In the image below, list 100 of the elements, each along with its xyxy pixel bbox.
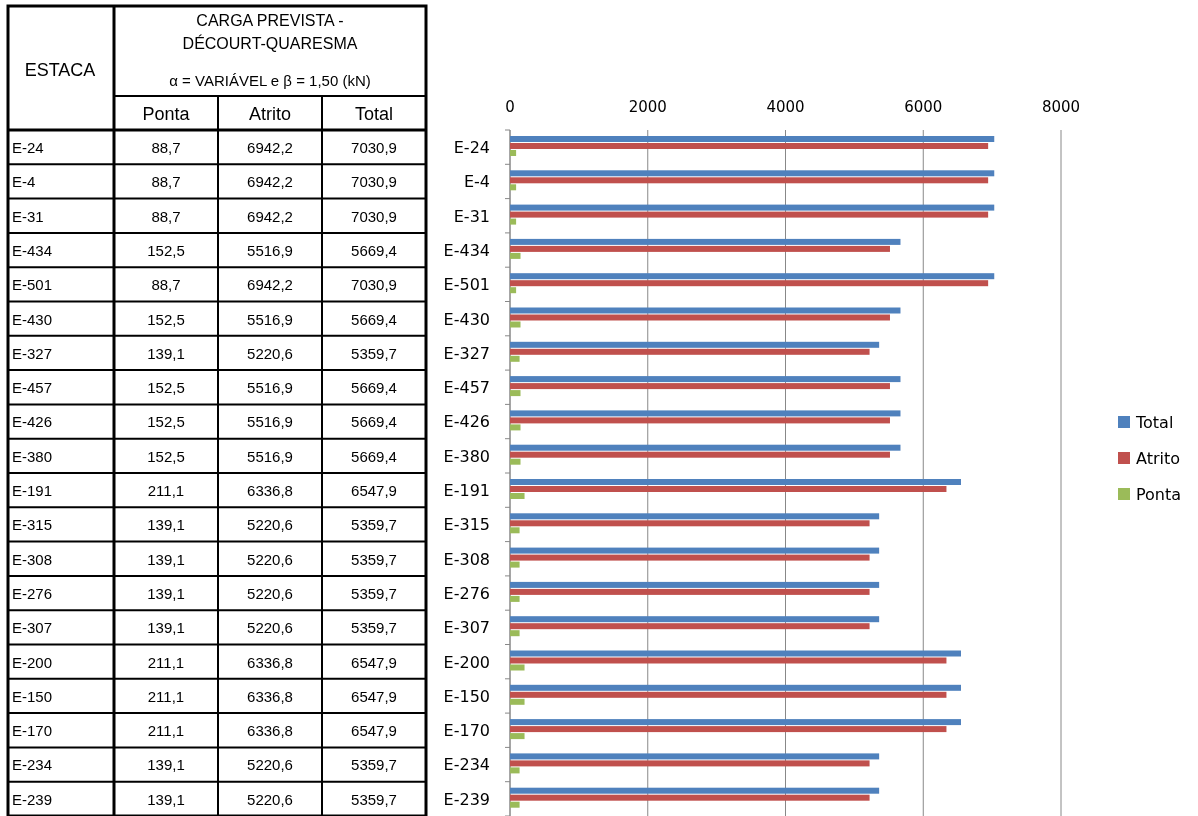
bar <box>510 417 890 424</box>
category-label: E-31 <box>12 207 44 225</box>
data-label: 6547,9 <box>351 482 397 499</box>
bar <box>510 321 521 328</box>
bar <box>510 726 947 733</box>
category-label: E-434 <box>12 241 53 259</box>
y-tick-label: E-430 <box>443 309 490 329</box>
data-label: 7030,9 <box>351 139 397 156</box>
data-label: 152,5 <box>147 447 185 465</box>
bar <box>510 458 521 465</box>
data-label: 5669,4 <box>351 379 397 397</box>
bar <box>510 630 520 637</box>
data-label: 5516,9 <box>247 379 293 397</box>
bar <box>510 733 525 740</box>
data-label: 5516,9 <box>247 310 293 328</box>
data-label: 5359,7 <box>351 619 397 637</box>
bar <box>510 520 870 527</box>
data-label: 5359,7 <box>351 550 397 568</box>
bar <box>510 136 995 142</box>
bar <box>510 177 989 184</box>
data-label: 88,7 <box>151 276 181 294</box>
category-label: E-315 <box>12 516 53 534</box>
text: Atrito <box>248 104 292 124</box>
data-label: 6336,8 <box>247 653 293 671</box>
data-label: 5359,7 <box>351 516 397 534</box>
bar <box>510 150 517 156</box>
y-tick-label: E-426 <box>443 412 490 432</box>
data-label: 6547,9 <box>351 722 397 740</box>
data-label: 5516,9 <box>247 447 293 465</box>
x-tick-label: 2000 <box>628 98 667 116</box>
bar <box>510 273 995 280</box>
data-label: 5220,6 <box>247 550 293 568</box>
bar <box>510 348 870 355</box>
bar <box>510 595 520 602</box>
y-tick-label: E-200 <box>443 652 490 672</box>
data-label: 5220,6 <box>247 756 293 774</box>
y-tick-label: E-239 <box>443 789 490 809</box>
text: Ponta <box>142 104 190 124</box>
bar <box>510 184 517 191</box>
data-label: 211,1 <box>147 482 185 499</box>
bar <box>510 719 961 726</box>
data-label: 6336,8 <box>247 687 293 705</box>
y-tick-label: E-315 <box>443 515 490 535</box>
bar <box>510 355 520 362</box>
bar <box>510 444 901 451</box>
y-tick-label: E-308 <box>443 549 490 569</box>
data-label: 6547,9 <box>351 653 397 671</box>
y-tick-label: E-31 <box>453 206 490 226</box>
text: ESTACA <box>24 60 96 80</box>
category-label: E-276 <box>12 584 53 602</box>
data-label: 5669,4 <box>351 447 397 465</box>
data-label: 7030,9 <box>351 276 397 294</box>
data-label: 6547,9 <box>351 687 397 705</box>
bar <box>510 650 961 657</box>
category-label: E-430 <box>12 310 53 328</box>
data-label: 5359,7 <box>351 756 397 774</box>
data-label: 5516,9 <box>247 241 293 259</box>
data-label: 5359,7 <box>351 584 397 602</box>
bar <box>510 767 520 774</box>
category-label: E-200 <box>12 653 53 671</box>
bar <box>510 527 520 534</box>
data-label: 5669,4 <box>351 241 397 259</box>
data-label: 5220,6 <box>247 790 293 808</box>
bar <box>510 664 525 671</box>
data-label: 6336,8 <box>247 722 293 740</box>
bar <box>510 410 901 417</box>
data-label: 5359,7 <box>351 790 397 808</box>
bar <box>510 252 521 259</box>
bar <box>510 211 989 218</box>
y-tick-label: E-276 <box>443 583 490 603</box>
x-tick-label: 4000 <box>766 98 805 116</box>
bar <box>510 424 521 431</box>
bar <box>510 801 520 808</box>
data-label: 139,1 <box>147 584 185 602</box>
legend-label: Ponta <box>1136 485 1182 504</box>
bar <box>510 218 517 225</box>
data-label: 88,7 <box>151 139 181 156</box>
bar <box>510 698 525 705</box>
data-label: 5220,6 <box>247 619 293 637</box>
bar <box>510 561 520 568</box>
y-tick-label: E-24 <box>453 138 490 157</box>
category-label: E-327 <box>12 344 53 362</box>
bar <box>510 547 880 554</box>
bar <box>510 287 517 294</box>
category-label: E-426 <box>12 413 53 431</box>
bar <box>510 307 901 314</box>
bar <box>510 691 947 698</box>
data-label: 5220,6 <box>247 344 293 362</box>
bar <box>510 486 947 492</box>
category-label: E-170 <box>12 722 53 740</box>
bar <box>510 623 870 630</box>
legend-label: Atrito <box>1136 449 1181 468</box>
y-tick-label: E-4 <box>463 172 490 192</box>
category-label: E-150 <box>12 687 53 705</box>
data-label: 139,1 <box>147 756 185 774</box>
bar <box>510 245 890 252</box>
data-label: 139,1 <box>147 516 185 534</box>
category-label: E-307 <box>12 619 53 637</box>
category-label: E-380 <box>12 447 53 465</box>
data-label: 152,5 <box>147 379 185 397</box>
